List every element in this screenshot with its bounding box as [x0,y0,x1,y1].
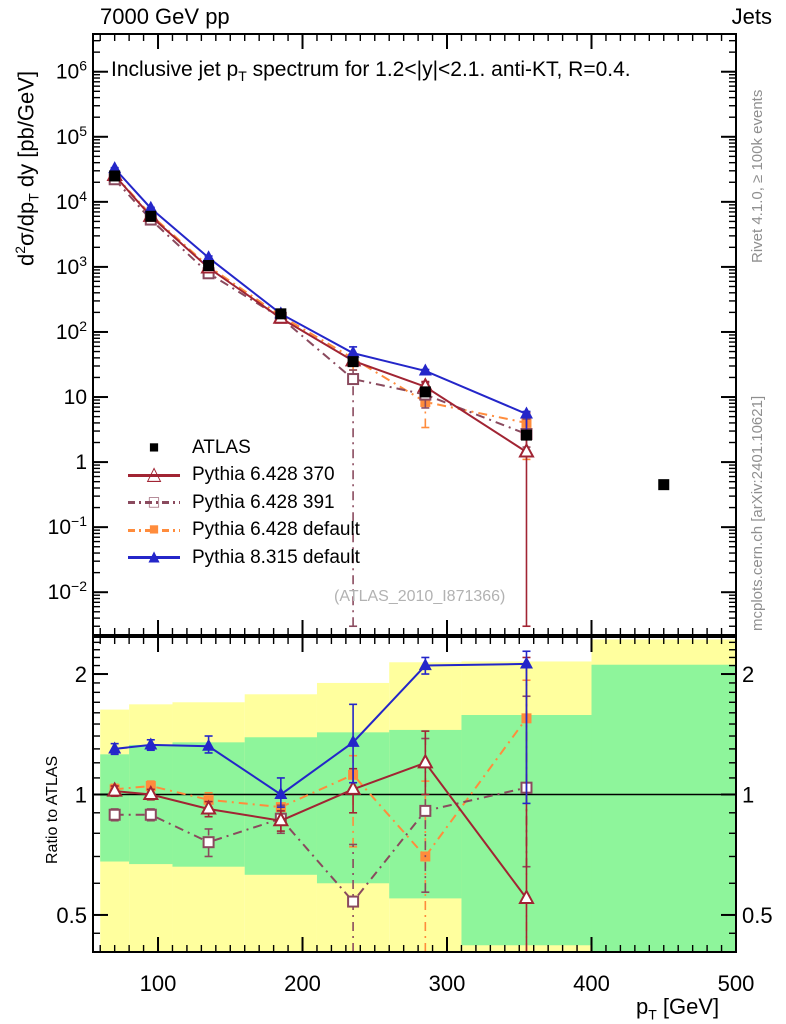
svg-text:100: 100 [140,971,177,996]
legend-item-pythia8-default: ▲ Pythia 8.315 default [126,544,456,572]
legend-marker-square-icon: ■ [148,437,160,457]
ratio-series [106,650,535,952]
legend-line [128,556,180,559]
y-axis-title: d2σ/dpT dy [pb/GeV] [12,70,42,266]
svg-text:103: 103 [56,253,87,279]
main-panel-frame [92,33,737,636]
legend-marker-square-icon: □ [148,492,160,512]
legend-line [128,528,180,532]
svg-text:105: 105 [56,123,87,149]
legend-marker-square-icon: ■ [148,519,160,539]
ratio-axis-title: Ratio to ATLAS [44,755,61,864]
legend-item-atlas: ■ ATLAS [126,434,456,462]
svg-text:1: 1 [75,451,87,474]
svg-text:104: 104 [56,188,87,214]
svg-text:400: 400 [573,971,610,996]
ratio-uncertainty-bands [100,639,736,952]
svg-text:200: 200 [284,971,321,996]
svg-text:2: 2 [75,662,87,687]
legend-marker-triangle-icon: △ [146,463,162,485]
analysis-id-watermark: (ATLAS_2010_I871366) [334,588,506,605]
plot-title-rest: spectrum for 1.2<|y|<2.1. anti-KT, R=0.4… [246,58,631,81]
svg-text:0.5: 0.5 [56,903,87,928]
process-label: Jets [731,4,772,29]
legend-line [128,501,180,504]
legend-line [128,473,180,477]
svg-text:1: 1 [75,782,87,807]
svg-text:0.5: 0.5 [742,903,773,928]
legend-item-pythia6-370: △ Pythia 6.428 370 [126,462,456,490]
plot-title-subscript: T [238,68,247,85]
mcplots-arxiv-note: mcplots.cern.ch [arXiv:2401.10621] [749,395,766,631]
svg-text:300: 300 [429,971,466,996]
plot-title: Inclusive jet pT spectrum for 1.2<|y|<2.… [111,58,631,84]
svg-text:2: 2 [742,662,754,687]
plot-title-text: Inclusive jet p [111,58,239,81]
svg-text:10−2: 10−2 [48,578,88,604]
x-axis-title: pT [GeV] [636,994,720,1023]
svg-text:500: 500 [718,971,755,996]
ratio-panel-frame [92,636,737,953]
legend-item-pythia6-391: □ Pythia 6.428 391 [126,489,456,517]
legend-marker-triangle-icon: ▲ [144,546,164,568]
main-series [106,161,670,628]
legend: ■ ATLAS △ Pythia 6.428 370 □ Pythia 6.42… [126,434,456,572]
svg-text:10−1: 10−1 [48,513,88,539]
legend-item-pythia6-default: ■ Pythia 6.428 default [126,517,456,545]
rivet-version-note: Rivet 4.1.0, ≥ 100k events [749,89,766,263]
svg-text:102: 102 [56,318,87,344]
svg-text:1: 1 [742,782,754,807]
beam-energy-label: 7000 GeV pp [100,4,230,29]
svg-text:10: 10 [64,386,87,409]
svg-text:106: 106 [56,58,87,84]
